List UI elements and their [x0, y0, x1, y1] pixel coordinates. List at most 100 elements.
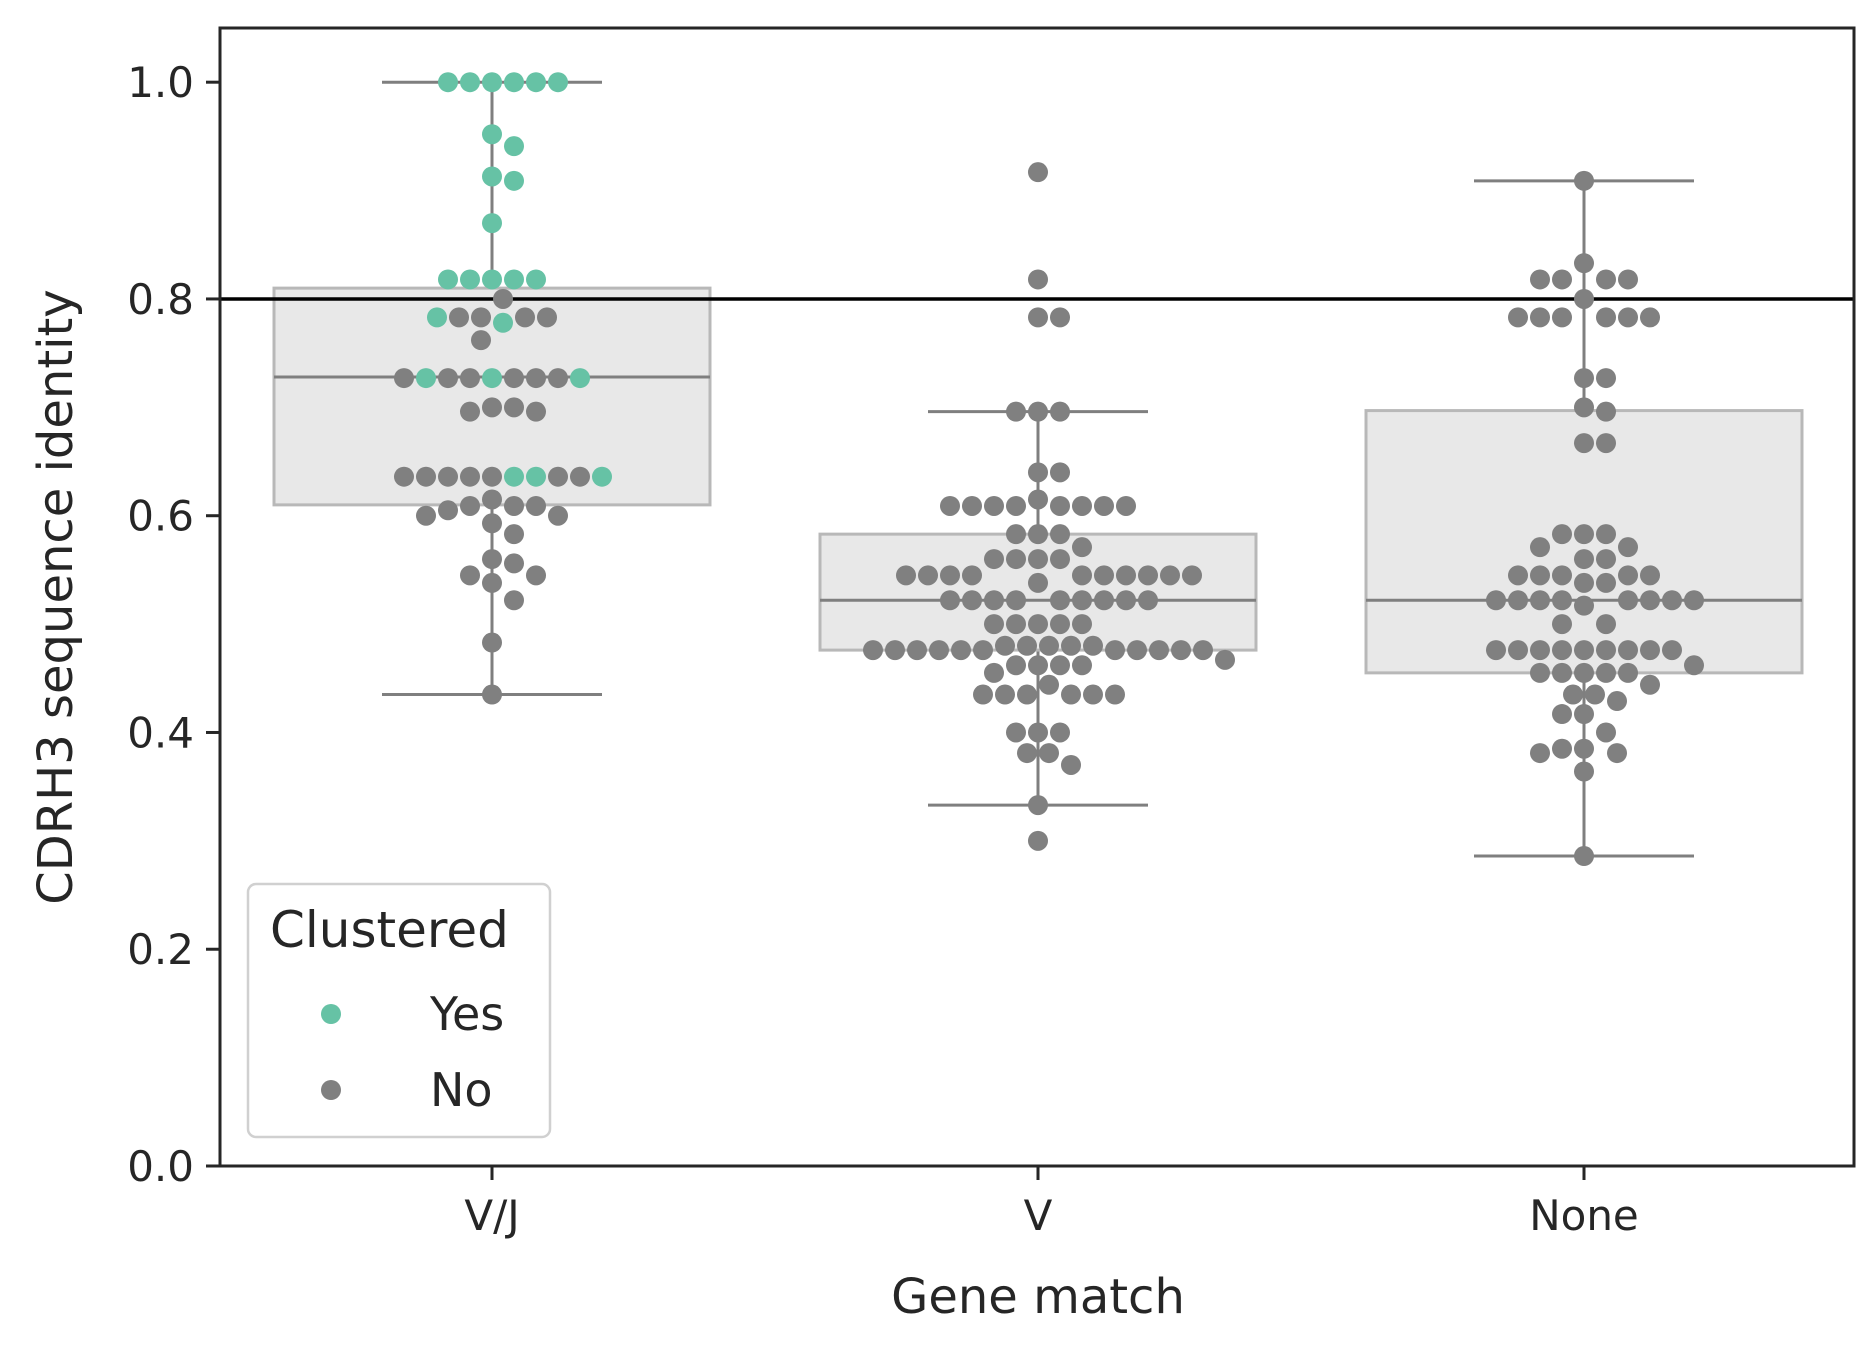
data-point-no	[394, 368, 414, 389]
data-point-no	[1039, 635, 1059, 656]
data-point-no	[995, 684, 1015, 705]
data-point-no	[1618, 307, 1638, 328]
data-point-no	[1127, 640, 1147, 661]
data-point-no	[1050, 401, 1070, 422]
data-point-no	[1596, 269, 1616, 290]
data-point-no	[416, 505, 436, 526]
legend-marker-no	[321, 1080, 341, 1100]
data-point-no	[929, 640, 949, 661]
data-point-no	[1596, 614, 1616, 635]
data-point-no	[482, 513, 502, 534]
data-point-no	[951, 640, 971, 661]
data-point-no	[962, 590, 982, 611]
data-point-no	[1574, 397, 1594, 418]
data-point-no	[1552, 307, 1572, 328]
data-point-no	[1530, 590, 1550, 611]
data-point-no	[1574, 572, 1594, 593]
data-point-no	[1193, 640, 1213, 661]
data-point-no	[1684, 590, 1704, 611]
data-point-no	[504, 553, 524, 574]
data-point-no	[1618, 537, 1638, 558]
data-point-no	[863, 640, 883, 661]
data-point-no	[1508, 307, 1528, 328]
data-point-no	[1006, 495, 1026, 516]
data-point-no	[1061, 684, 1081, 705]
data-point-no	[1640, 640, 1660, 661]
data-point-yes	[526, 466, 546, 487]
data-point-no	[1083, 635, 1103, 656]
data-point-no	[1215, 649, 1235, 670]
data-point-no	[1028, 549, 1048, 570]
legend-frame	[246, 882, 552, 1139]
data-point-no	[1574, 738, 1594, 759]
data-point-no	[482, 489, 502, 510]
y-tick-label: 0.0	[127, 1142, 194, 1191]
data-point-no	[1596, 549, 1616, 570]
data-point-no	[1596, 640, 1616, 661]
data-point-yes	[460, 72, 480, 93]
data-point-no	[1530, 743, 1550, 764]
data-point-no	[548, 505, 568, 526]
data-point-no	[1552, 565, 1572, 586]
data-point-no	[504, 590, 524, 611]
data-point-no	[1006, 590, 1026, 611]
data-point-no	[526, 401, 546, 422]
data-point-no	[570, 466, 590, 487]
data-point-no	[482, 466, 502, 487]
data-point-yes	[592, 466, 612, 487]
y-axis-label: CDRH3 sequence identity	[28, 289, 84, 904]
data-point-no	[482, 549, 502, 570]
data-point-no	[1640, 565, 1660, 586]
legend-label-no: No	[430, 1063, 493, 1117]
data-point-no	[1574, 662, 1594, 683]
data-point-no	[1094, 590, 1114, 611]
data-point-no	[1574, 761, 1594, 782]
data-point-no	[973, 684, 993, 705]
data-point-no	[482, 572, 502, 593]
data-point-no	[1006, 614, 1026, 635]
data-point-no	[1530, 537, 1550, 558]
data-point-no	[1574, 368, 1594, 389]
data-point-no	[471, 330, 491, 351]
data-point-no	[1083, 684, 1103, 705]
data-point-no	[1574, 288, 1594, 309]
data-point-no	[1028, 401, 1048, 422]
data-point-no	[1530, 269, 1550, 290]
data-point-no	[1006, 524, 1026, 545]
legend: Clustered Yes No	[246, 882, 552, 1139]
data-point-no	[984, 662, 1004, 683]
data-point-no	[1552, 738, 1572, 759]
data-point-no	[1552, 704, 1572, 725]
data-point-no	[1552, 662, 1572, 683]
data-point-no	[1094, 565, 1114, 586]
data-point-no	[1072, 495, 1092, 516]
data-point-yes	[482, 124, 502, 145]
data-point-no	[1028, 269, 1048, 290]
data-point-no	[940, 495, 960, 516]
data-point-no	[1607, 743, 1627, 764]
data-point-no	[1050, 655, 1070, 676]
data-point-no	[1050, 495, 1070, 516]
data-point-yes	[526, 269, 546, 290]
data-point-no	[1028, 307, 1048, 328]
legend-label-yes: Yes	[429, 987, 504, 1041]
swarm-points-layer	[394, 72, 1704, 867]
data-point-no	[1618, 269, 1638, 290]
data-point-no	[438, 500, 458, 521]
data-point-no	[1596, 662, 1616, 683]
data-point-no	[1563, 684, 1583, 705]
data-point-no	[1028, 795, 1048, 816]
data-point-no	[1607, 691, 1627, 712]
data-point-no	[1618, 590, 1638, 611]
data-point-no	[1552, 614, 1572, 635]
data-point-no	[1552, 640, 1572, 661]
data-point-no	[984, 495, 1004, 516]
data-point-yes	[504, 170, 524, 191]
data-point-no	[973, 640, 993, 661]
data-point-no	[1050, 614, 1070, 635]
data-point-no	[1574, 524, 1594, 545]
data-point-no	[896, 565, 916, 586]
data-point-no	[1028, 162, 1048, 183]
y-tick-label: 0.6	[127, 492, 194, 541]
